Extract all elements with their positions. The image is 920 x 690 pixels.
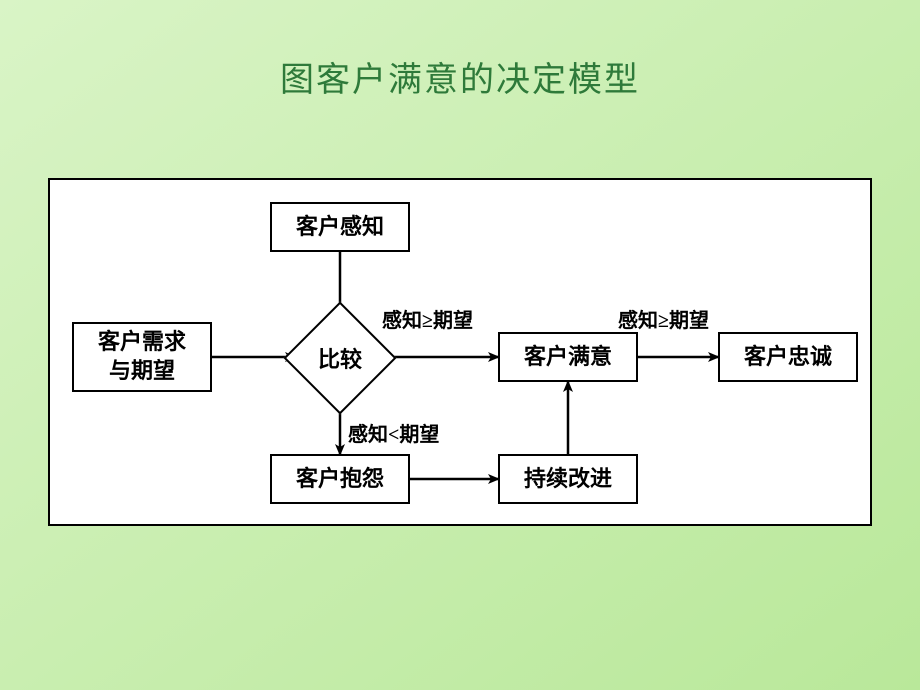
edge-label-3: 感知≥期望 [618,304,709,333]
node-perception: 客户感知 [270,202,410,252]
node-satisfy: 客户满意 [498,332,638,382]
slide-title: 图客户满意的决定模型 [0,52,920,101]
edge-label-2: 感知≥期望 [382,304,473,333]
node-improve: 持续改进 [498,454,638,504]
node-loyal: 客户忠诚 [718,332,858,382]
node-compare: 比较 [300,318,380,398]
edge-label-4: 感知<期望 [348,418,439,447]
slide: 图客户满意的决定模型 客户感知客户需求与期望 比较 客户满意 客户忠诚客户抱怨 持续改进… [0,0,920,690]
diagram-frame: 客户感知客户需求与期望 比较 客户满意 客户忠诚客户抱怨 持续改进 感知≥期望 感知≥期望感… [48,178,872,526]
node-complain: 客户抱怨 [270,454,410,504]
node-needs: 客户需求与期望 [72,322,212,392]
